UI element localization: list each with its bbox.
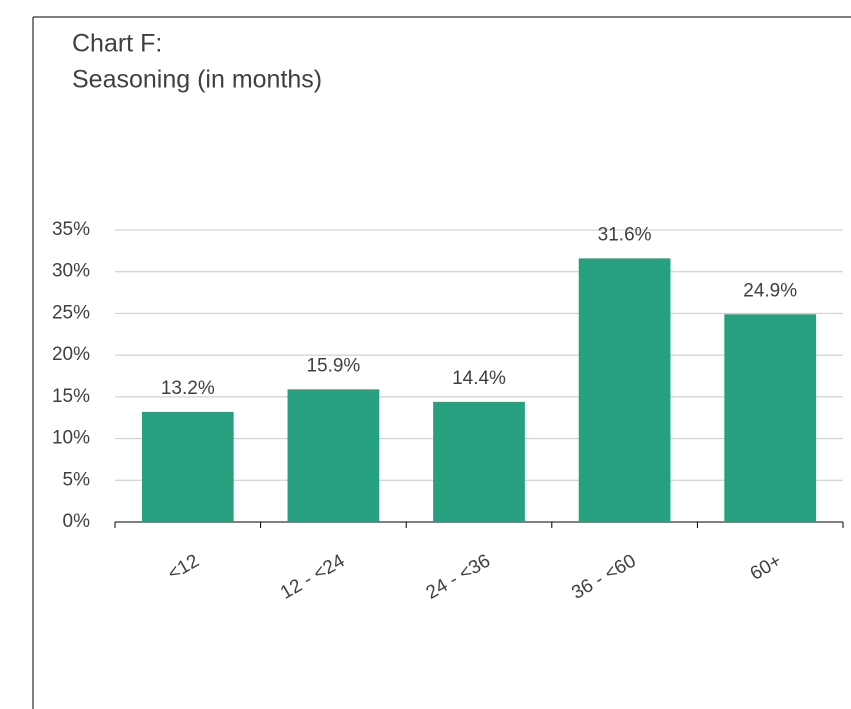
y-tick-label: 0% <box>63 511 91 532</box>
value-label: 24.9% <box>743 280 797 301</box>
y-tick-label: 25% <box>52 302 90 323</box>
value-label: 31.6% <box>598 224 652 245</box>
value-label: 13.2% <box>161 378 215 399</box>
x-tick-label: 60+ <box>747 550 785 584</box>
bar <box>724 314 817 522</box>
x-tick-label: 36 - <60 <box>568 550 639 603</box>
x-tick-label: 12 - <24 <box>277 550 349 604</box>
value-label: 15.9% <box>306 355 360 376</box>
bar <box>141 411 234 522</box>
y-tick-label: 35% <box>52 219 90 240</box>
y-tick-label: 10% <box>52 428 90 449</box>
bar <box>287 389 380 522</box>
chart-subtitle: Seasoning (in months) <box>72 66 322 94</box>
y-tick-label: 30% <box>52 261 90 282</box>
bar <box>433 401 525 522</box>
y-tick-label: 5% <box>63 469 91 490</box>
chart-title: Chart F: <box>72 30 162 58</box>
bar <box>578 258 671 522</box>
x-tick-label: <12 <box>164 550 202 584</box>
y-tick-label: 20% <box>52 344 90 365</box>
x-tick-label: 24 - <36 <box>423 550 494 603</box>
y-tick-label: 15% <box>52 386 90 407</box>
value-label: 14.4% <box>452 368 506 389</box>
